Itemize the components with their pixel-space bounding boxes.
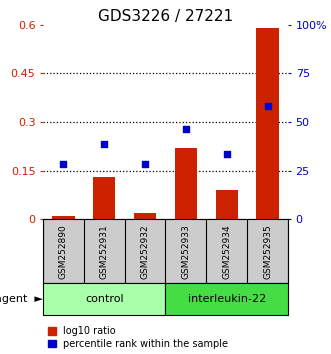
Text: interleukin-22: interleukin-22 bbox=[188, 294, 266, 304]
Bar bbox=[256, 28, 279, 219]
Text: control: control bbox=[85, 294, 123, 304]
Title: GDS3226 / 27221: GDS3226 / 27221 bbox=[98, 8, 233, 24]
Text: GSM252890: GSM252890 bbox=[59, 224, 68, 279]
Text: GSM252935: GSM252935 bbox=[263, 224, 272, 279]
Bar bbox=[93, 177, 116, 219]
Point bbox=[224, 152, 229, 157]
Point bbox=[61, 161, 66, 167]
Point bbox=[183, 126, 189, 132]
Bar bbox=[166, 283, 288, 315]
Text: GSM252931: GSM252931 bbox=[100, 224, 109, 279]
Bar bbox=[52, 216, 75, 219]
Text: GSM252933: GSM252933 bbox=[181, 224, 190, 279]
Bar bbox=[43, 283, 166, 315]
Point bbox=[102, 141, 107, 146]
Bar bbox=[175, 148, 197, 219]
Text: GSM252934: GSM252934 bbox=[222, 224, 231, 279]
Point bbox=[142, 161, 148, 167]
Bar bbox=[215, 190, 238, 219]
Legend: log10 ratio, percentile rank within the sample: log10 ratio, percentile rank within the … bbox=[48, 326, 228, 349]
Bar bbox=[134, 213, 156, 219]
Point bbox=[265, 103, 270, 108]
Text: GSM252932: GSM252932 bbox=[141, 224, 150, 279]
Text: agent  ►: agent ► bbox=[0, 294, 43, 304]
